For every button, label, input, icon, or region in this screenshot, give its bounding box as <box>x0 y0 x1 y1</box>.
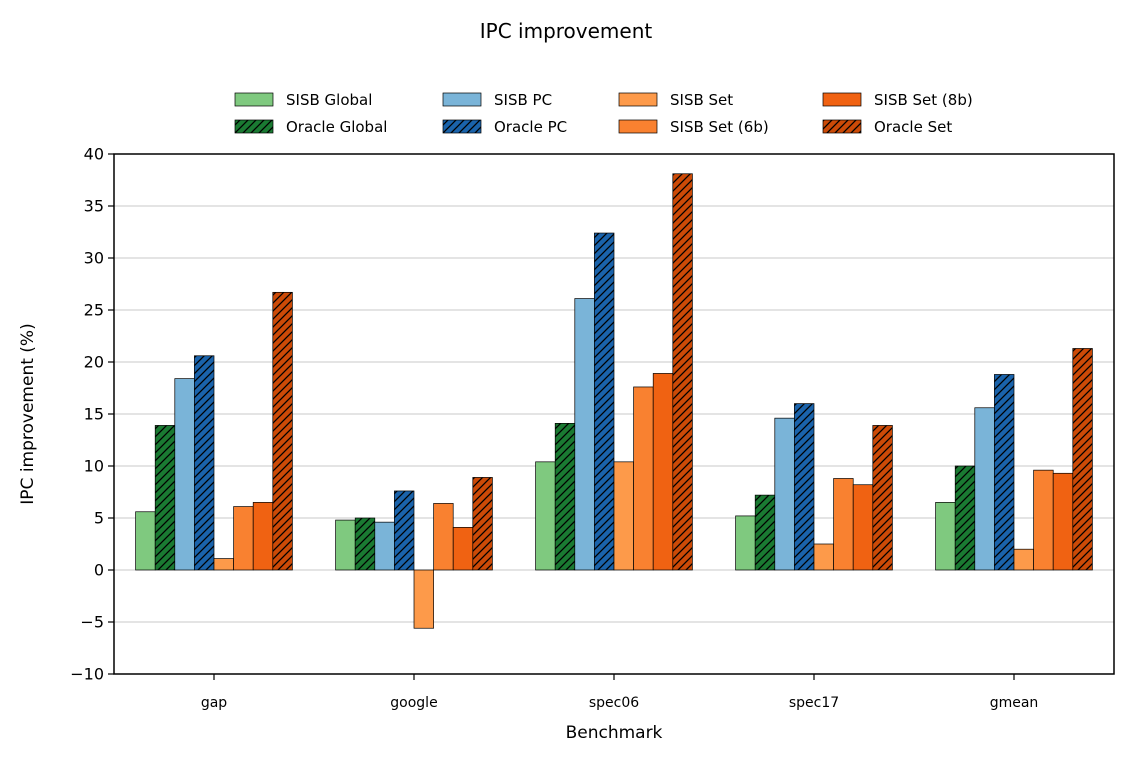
bar-hatch-spec17-oracle-global <box>755 495 775 570</box>
legend-swatch-sisb-set-6b <box>618 119 658 134</box>
x-tick-label: spec17 <box>789 695 839 711</box>
bar-hatch-gap-oracle-set <box>272 292 293 570</box>
y-tick-label: 10 <box>84 457 104 476</box>
bar-hatch-google-oracle-global <box>355 518 375 570</box>
y-tick-label: 30 <box>84 249 104 268</box>
bar-google-sisb-set-6b <box>433 503 454 571</box>
bar-gmean-sisb-set-6b <box>1033 469 1054 571</box>
legend-swatch-hatch-oracle-pc <box>443 120 481 133</box>
y-tick-label: 35 <box>84 197 104 216</box>
x-tick-label: spec06 <box>589 695 639 711</box>
bar-gmean-sisb-set <box>1013 548 1034 571</box>
bar-gap-sisb-pc <box>174 378 195 571</box>
y-tick-label: 5 <box>94 509 104 528</box>
y-tick-label: 0 <box>94 561 104 580</box>
y-tick-label: −5 <box>80 613 104 632</box>
bar-gap-sisb-set <box>213 558 234 571</box>
bar-hatch-gap-oracle-pc <box>194 355 214 570</box>
bar-spec06-sisb-set-6b <box>633 386 654 571</box>
legend-label-sisb-global: SISB Global <box>286 91 372 109</box>
bar-hatch-gmean-oracle-pc <box>994 374 1014 570</box>
legend-swatch-sisb-set-8b <box>822 92 862 107</box>
y-tick-label: −10 <box>70 665 104 684</box>
bar-hatch-spec17-oracle-pc <box>794 403 814 570</box>
bar-hatch-google-oracle-set <box>472 477 493 570</box>
bars <box>135 173 1093 629</box>
y-tick-label: 40 <box>84 145 104 164</box>
legend-swatch-sisb-set <box>618 92 658 107</box>
legend: SISB Global Oracle Global SISB PC Oracle PC… <box>234 91 973 136</box>
bar-gmean-sisb-pc <box>974 407 995 571</box>
bar-gap-sisb-set-6b <box>233 506 254 571</box>
bar-gmean-sisb-set-8b <box>1052 472 1074 571</box>
legend-label-oracle-pc: Oracle PC <box>494 118 567 136</box>
legend-label-sisb-set: SISB Set <box>670 91 733 109</box>
bar-google-sisb-global <box>335 519 356 571</box>
bar-hatch-spec06-oracle-global <box>555 423 575 570</box>
bar-hatch-gmean-oracle-set <box>1072 348 1093 570</box>
bar-spec17-sisb-set-8b <box>852 484 874 571</box>
bar-spec17-sisb-pc <box>774 417 795 571</box>
bar-spec17-sisb-set <box>813 543 834 571</box>
x-tick-label: gap <box>201 695 227 711</box>
bar-spec06-sisb-set <box>613 461 634 571</box>
bar-hatch-gmean-oracle-global <box>955 466 975 570</box>
bar-hatch-spec06-oracle-set <box>672 173 693 570</box>
legend-label-sisb-set-8b: SISB Set (8b) <box>874 91 973 109</box>
bar-spec17-sisb-global <box>735 515 756 571</box>
x-axis-label: Benchmark <box>566 723 663 743</box>
y-axis-label: IPC improvement (%) <box>18 323 38 504</box>
bar-hatch-gap-oracle-global <box>155 425 175 570</box>
legend-label-sisb-pc: SISB PC <box>494 91 552 109</box>
legend-label-oracle-global: Oracle Global <box>286 118 387 136</box>
legend-label-oracle-set: Oracle Set <box>874 118 952 136</box>
bar-hatch-spec17-oracle-set <box>872 425 893 570</box>
y-tick-label: 25 <box>84 301 104 320</box>
bar-gap-sisb-set-8b <box>252 502 274 571</box>
chart-title: IPC improvement <box>480 19 653 43</box>
x-tick-label: google <box>390 695 437 711</box>
bar-hatch-google-oracle-pc <box>394 490 414 570</box>
bar-google-sisb-set-8b <box>452 527 474 571</box>
bar-hatch-spec06-oracle-pc <box>594 233 614 571</box>
legend-swatch-hatch-oracle-global <box>235 120 273 133</box>
x-axis: gap google spec06 spec17 gmean <box>201 674 1038 711</box>
bar-gmean-sisb-global <box>935 502 956 571</box>
bar-google-sisb-set <box>413 569 434 629</box>
bar-spec06-sisb-set-8b <box>652 373 674 571</box>
legend-label-sisb-set-6b: SISB Set (6b) <box>670 118 769 136</box>
bar-google-sisb-pc <box>374 521 395 571</box>
y-tick-label: 15 <box>84 405 104 424</box>
bar-spec17-sisb-set-6b <box>833 478 854 571</box>
legend-swatch-sisb-global <box>234 92 274 107</box>
y-axis: −10 −5 0 5 10 15 20 25 30 35 40 <box>70 145 114 684</box>
legend-swatch-sisb-pc <box>442 92 482 107</box>
legend-swatch-hatch-oracle-set <box>823 120 861 133</box>
x-tick-label: gmean <box>990 695 1039 711</box>
bar-spec06-sisb-pc <box>574 298 595 571</box>
y-tick-label: 20 <box>84 353 104 372</box>
bar-spec06-sisb-global <box>535 461 556 571</box>
bar-gap-sisb-global <box>135 511 156 571</box>
